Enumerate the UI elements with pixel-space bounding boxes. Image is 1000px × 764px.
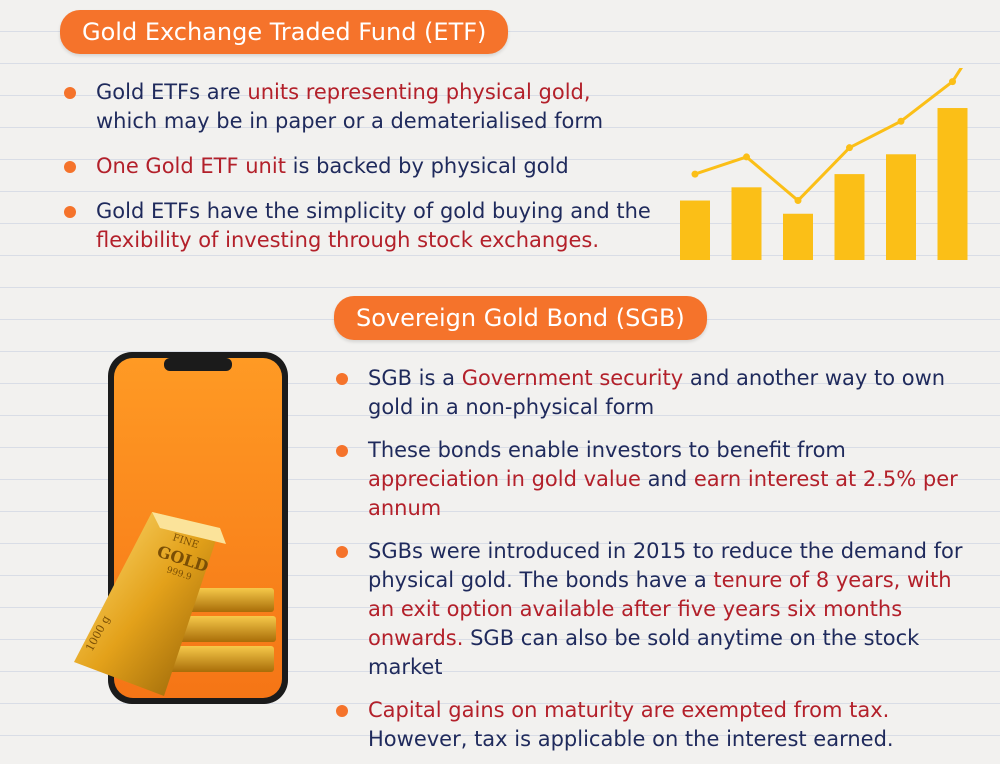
growth-chart bbox=[680, 68, 968, 261]
bullet-text: which may be in paper or a dematerialise… bbox=[96, 109, 604, 133]
chart-trend-line bbox=[694, 68, 963, 203]
bullet-dot-icon bbox=[336, 546, 348, 558]
chart-trend-point bbox=[846, 144, 853, 152]
bullet-text: Gold ETFs have the simplicity of gold bu… bbox=[96, 199, 651, 223]
chart-bar bbox=[731, 187, 762, 260]
bullet-text: SGBs were introduced in 2015 to reduce t… bbox=[368, 539, 963, 592]
bullet-text: However, tax is applicable on the intere… bbox=[368, 727, 894, 751]
etf-title: Gold Exchange Traded Fund (ETF) bbox=[60, 10, 509, 54]
highlighted-text: One Gold ETF unit bbox=[96, 154, 286, 178]
phone-notch bbox=[164, 358, 232, 371]
chart-trend-point bbox=[949, 78, 956, 86]
bullet-dot-icon bbox=[336, 445, 348, 457]
bullet-dot-icon bbox=[64, 87, 76, 99]
highlighted-text: appreciation in gold value bbox=[368, 467, 641, 491]
chart-bar bbox=[783, 213, 813, 260]
chart-trend-point bbox=[897, 117, 905, 125]
chart-bar bbox=[886, 154, 916, 260]
sgb-bullet-item: SGB is a Government security and another… bbox=[334, 364, 968, 422]
etf-bullet-item: Gold ETFs are units representing physica… bbox=[62, 78, 652, 136]
chart-bar bbox=[937, 108, 968, 261]
highlighted-text: units representing physical gold, bbox=[247, 80, 591, 104]
bullet-dot-icon bbox=[64, 206, 76, 218]
bullet-text: and bbox=[640, 467, 694, 491]
highlighted-text: flexibility of investing through stock e… bbox=[96, 228, 600, 252]
chart-bar bbox=[834, 174, 865, 260]
etf-bullet-item: One Gold ETF unit is backed by physical … bbox=[62, 152, 652, 181]
chart-trend-point bbox=[691, 170, 699, 178]
sgb-bullet-item: Capital gains on maturity are exempted f… bbox=[334, 696, 968, 754]
etf-bullet-item: Gold ETFs have the simplicity of gold bu… bbox=[62, 197, 652, 255]
gold-bars: FINE GOLD 999.9 1000 g bbox=[74, 512, 276, 696]
sgb-bullet-item: SGBs were introduced in 2015 to reduce t… bbox=[334, 537, 968, 682]
phone-with-gold-bars-image: FINE GOLD 999.9 1000 g bbox=[74, 352, 288, 704]
bullet-text: is backed by physical gold bbox=[285, 154, 569, 178]
chart-trend-point bbox=[794, 197, 802, 205]
highlighted-text: Government security bbox=[461, 366, 684, 390]
chart-trend-point bbox=[743, 153, 750, 161]
bullet-dot-icon bbox=[336, 705, 348, 717]
chart-bar bbox=[680, 200, 710, 260]
highlighted-text: Capital gains on maturity are exempted f… bbox=[368, 698, 890, 722]
bullet-text: and another way to own gold in a non-phy… bbox=[368, 366, 946, 419]
bullet-dot-icon bbox=[64, 161, 76, 173]
sgb-bullet-item: These bonds enable investors to benefit … bbox=[334, 436, 968, 523]
etf-bullet-list: Gold ETFs are units representing physica… bbox=[62, 78, 652, 255]
sgb-bullet-list: SGB is a Government security and another… bbox=[334, 364, 968, 754]
highlighted-text: tenure of 8 years, with an exit option a… bbox=[368, 568, 952, 650]
bullet-dot-icon bbox=[336, 373, 348, 385]
bullet-text: These bonds enable investors to benefit … bbox=[368, 438, 846, 462]
bullet-text: SGB can also be sold anytime on the stoc… bbox=[368, 626, 920, 679]
bullet-text: SGB is a bbox=[368, 366, 462, 390]
bullet-text: Gold ETFs are bbox=[96, 80, 248, 104]
highlighted-text: earn interest at 2.5% per annum bbox=[368, 467, 958, 520]
sgb-title: Sovereign Gold Bond (SGB) bbox=[334, 296, 707, 340]
